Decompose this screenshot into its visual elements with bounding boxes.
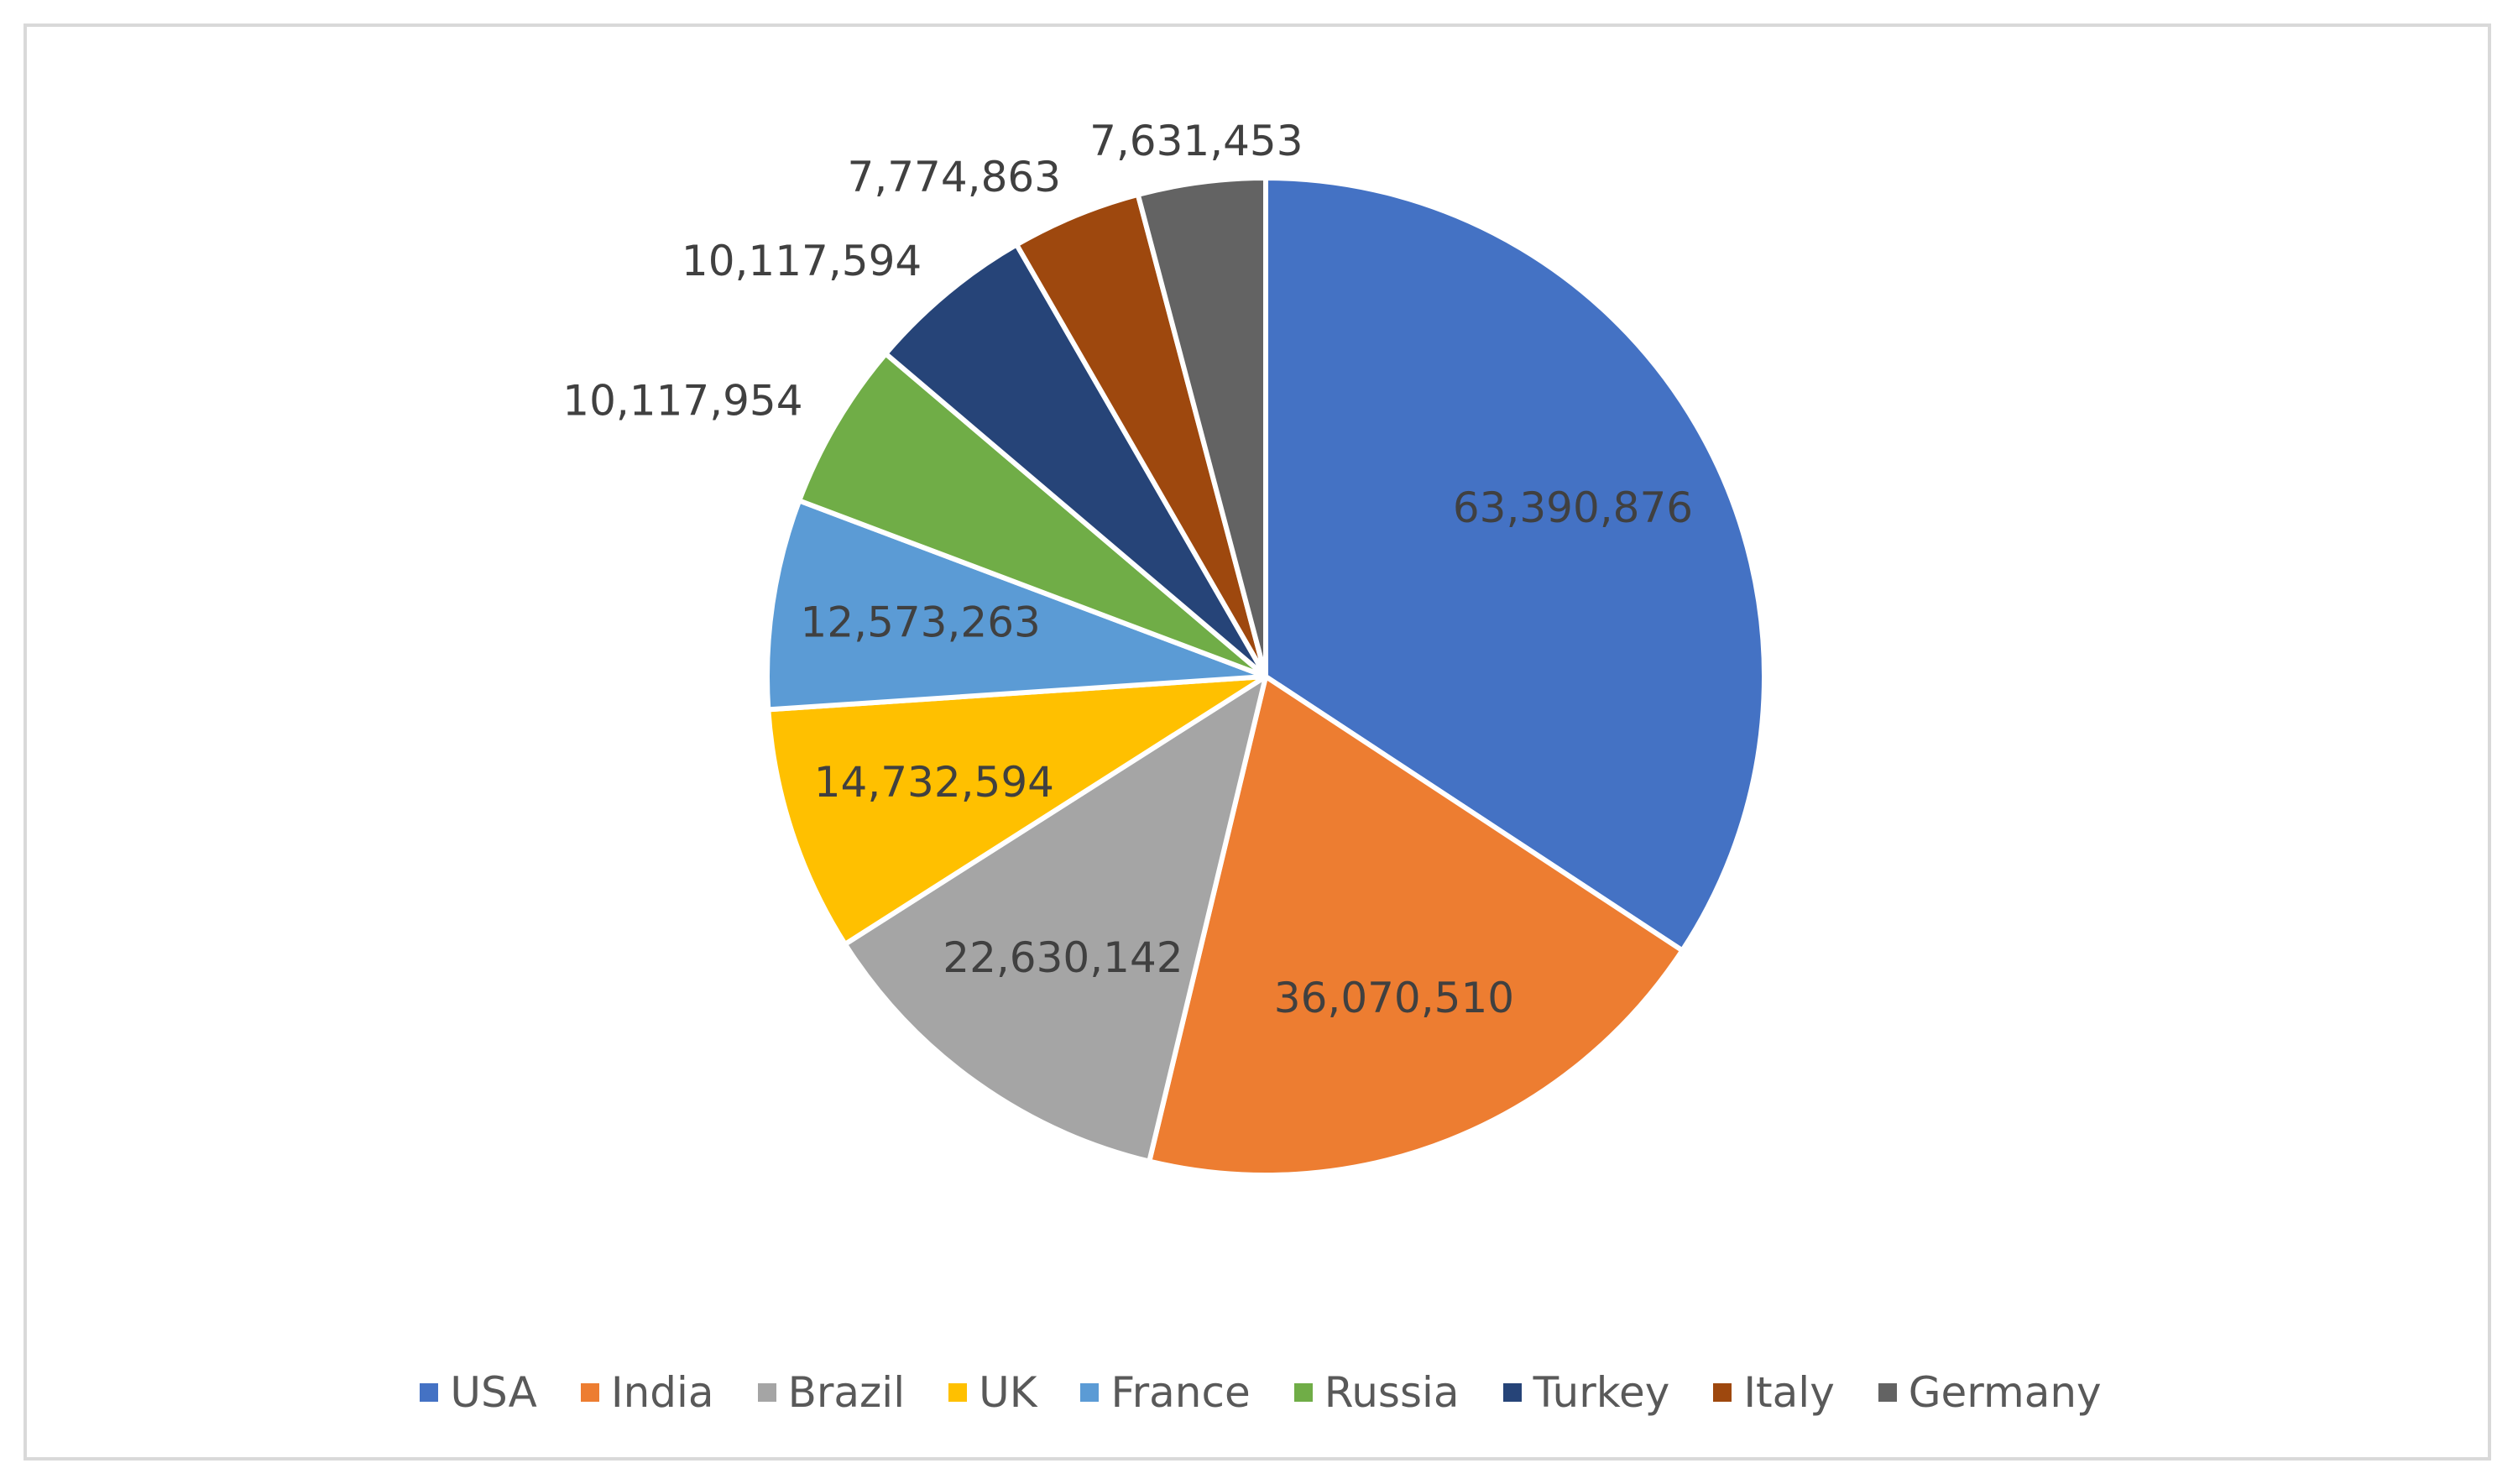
pie-slice-russia	[797, 351, 1268, 679]
data-label-uk: 14,732,594	[814, 758, 1054, 807]
legend-swatch-india	[580, 1383, 599, 1402]
pie-slice-brazil	[842, 674, 1268, 1164]
pie-slices	[765, 175, 1767, 1178]
legend-swatch-uk	[948, 1383, 968, 1402]
legend: USA India Brazil UK France Russia Turkey Italy G…	[27, 1368, 2494, 1417]
legend-label: UK	[979, 1368, 1037, 1417]
pie-slice-germany	[1135, 175, 1268, 679]
legend-label: Brazil	[787, 1368, 906, 1417]
legend-label: Turkey	[1533, 1368, 1670, 1417]
data-label-germany: 7,631,453	[1089, 117, 1303, 165]
legend-label: Germany	[1908, 1368, 2102, 1417]
legend-swatch-brazil	[757, 1383, 776, 1402]
legend-item-usa: USA	[420, 1368, 537, 1417]
data-label-turkey: 10,117,594	[682, 237, 922, 285]
pie-slice-india	[1147, 674, 1685, 1178]
legend-item-uk: UK	[948, 1368, 1037, 1417]
legend-label: Italy	[1743, 1368, 1835, 1417]
legend-item-brazil: Brazil	[757, 1368, 906, 1417]
legend-swatch-usa	[420, 1383, 439, 1402]
legend-swatch-germany	[1878, 1383, 1897, 1402]
legend-swatch-russia	[1293, 1383, 1313, 1402]
legend-item-turkey: Turkey	[1502, 1368, 1670, 1417]
legend-swatch-france	[1080, 1383, 1100, 1402]
legend-item-russia: Russia	[1293, 1368, 1460, 1417]
data-label-usa: 63,390,876	[1453, 483, 1693, 532]
data-label-france: 12,573,263	[801, 598, 1041, 647]
legend-label: Russia	[1324, 1368, 1460, 1417]
pie-slice-france	[765, 498, 1268, 713]
data-label-brazil: 22,630,142	[943, 933, 1183, 982]
legend-item-italy: Italy	[1713, 1368, 1835, 1417]
legend-swatch-italy	[1713, 1383, 1732, 1402]
legend-item-france: France	[1080, 1368, 1251, 1417]
pie-slice-turkey	[883, 242, 1268, 679]
legend-item-germany: Germany	[1878, 1368, 2102, 1417]
legend-swatch-turkey	[1502, 1383, 1522, 1402]
legend-label: France	[1110, 1368, 1251, 1417]
pie-chart: 63,390,876 36,070,510 22,630,142 14,732,594…	[562, 117, 1767, 1178]
data-label-italy: 7,774,863	[848, 153, 1061, 201]
data-label-india: 36,070,510	[1274, 974, 1514, 1022]
legend-label: India	[610, 1368, 714, 1417]
pie-slice-uk	[765, 674, 1268, 947]
pie-data-labels: 63,390,876 36,070,510 22,630,142 14,732,594…	[562, 117, 1693, 1022]
data-label-russia: 10,117,954	[562, 377, 802, 426]
chart-area: 63,390,876 36,070,510 22,630,142 14,732,594…	[24, 24, 2491, 1460]
legend-item-india: India	[580, 1368, 714, 1417]
legend-label: USA	[450, 1368, 537, 1417]
